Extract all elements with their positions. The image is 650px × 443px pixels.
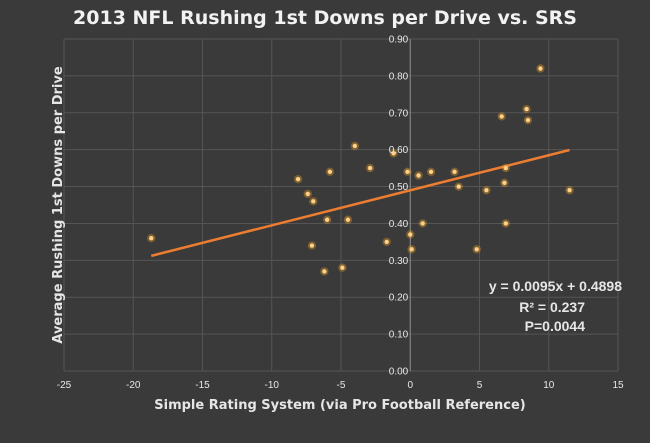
scatter-point xyxy=(407,245,416,254)
scatter-point-core xyxy=(324,217,330,222)
scatter-point-core xyxy=(409,247,414,252)
scatter-point-core xyxy=(538,66,543,71)
scatter-point xyxy=(406,230,415,239)
scatter-point xyxy=(303,189,312,199)
r-squared-label: R² = 0.237 xyxy=(519,299,585,315)
scatter-point-core xyxy=(327,169,333,174)
scatter-point xyxy=(418,219,427,228)
scatter-point xyxy=(482,186,491,195)
x-tick-label: -5 xyxy=(337,380,346,391)
scatter-point-core xyxy=(474,247,479,252)
scatter-point xyxy=(450,167,459,176)
scatter-point-core xyxy=(391,151,396,156)
scatter-point xyxy=(350,141,360,151)
scatter-point-core xyxy=(503,165,509,171)
gridlines xyxy=(63,38,619,372)
y-tick-label: 0.30 xyxy=(389,256,409,267)
scatter-point xyxy=(325,167,335,176)
scatter-point xyxy=(501,163,511,173)
scatter-point xyxy=(343,215,353,224)
scatter-point-core xyxy=(408,232,413,237)
y-tick-label: 0.50 xyxy=(389,182,409,193)
scatter-point-core xyxy=(503,221,509,226)
y-axis-title: Average Rushing 1st Downs per Drive xyxy=(51,66,66,343)
x-tick-label: 15 xyxy=(612,380,624,391)
scatter-point-core xyxy=(525,117,531,123)
scatter-point xyxy=(523,115,533,125)
trendline xyxy=(150,148,570,258)
scatter-point xyxy=(497,112,506,121)
scatter-point xyxy=(522,104,531,114)
scatter-point xyxy=(389,149,398,158)
scatter-point-core xyxy=(567,188,572,193)
y-tick-label: 0.00 xyxy=(389,367,409,378)
scatter-point-core xyxy=(309,243,315,248)
x-tick-label: 5 xyxy=(477,380,483,391)
x-tick-label: 10 xyxy=(543,380,555,391)
x-tick-label: -10 xyxy=(265,380,280,391)
scatter-point-core xyxy=(149,236,154,241)
scatter-point xyxy=(536,64,545,73)
y-tick-label: 0.80 xyxy=(389,71,409,82)
y-tick-labels: 0.00 0.10 0.20 0.30 0.40 0.50 0.60 0.70 0.80 0.90 xyxy=(389,35,409,378)
y-tick-label: 0.70 xyxy=(389,108,409,119)
scatter-point-core xyxy=(428,169,434,174)
chart-title: 2013 NFL Rushing 1st Downs per Drive vs.… xyxy=(73,7,577,29)
scatter-point-core xyxy=(322,269,327,274)
scatter-point xyxy=(403,167,412,176)
scatter-point xyxy=(365,163,375,173)
y-tick-label: 0.20 xyxy=(389,293,409,304)
x-axis-title: Simple Rating System (via Pro Football R… xyxy=(154,398,525,413)
scatter-point xyxy=(500,178,509,188)
trendline-group xyxy=(150,148,570,258)
scatter-point-core xyxy=(405,169,410,174)
x-tick-label: 0 xyxy=(407,380,413,391)
x-tick-labels: -25 -20 -15 -10 -5 0 5 10 15 xyxy=(57,380,624,391)
data-points xyxy=(147,64,574,276)
x-tick-label: -25 xyxy=(57,380,72,391)
scatter-point-core xyxy=(340,265,345,270)
scatter-point xyxy=(414,171,423,180)
scatter-point-core xyxy=(452,169,457,174)
scatter-point-core xyxy=(420,221,425,226)
scatter-point-core xyxy=(384,239,389,245)
scatter-point xyxy=(501,219,511,228)
scatter-point xyxy=(472,245,481,254)
y-tick-label: 0.60 xyxy=(389,145,409,156)
scatter-point xyxy=(382,237,391,247)
scatter-point-core xyxy=(295,176,301,182)
x-tick-label: -15 xyxy=(195,380,210,391)
scatter-point-core xyxy=(416,173,421,178)
scatter-point-core xyxy=(305,191,310,197)
trendline-equation: y = 0.0095x + 0.4898 xyxy=(489,278,622,294)
scatter-point xyxy=(320,267,329,276)
scatter-point-core xyxy=(456,184,461,189)
scatter-point xyxy=(426,167,436,176)
scatter-point-core xyxy=(345,217,351,222)
scatter-point-core xyxy=(502,180,507,186)
y-tick-label: 0.40 xyxy=(389,219,409,230)
y-tick-label: 0.90 xyxy=(389,35,409,46)
scatter-point-core xyxy=(367,165,373,171)
scatter-point xyxy=(309,197,318,206)
p-value-label: P=0.0044 xyxy=(525,318,586,334)
scatter-point xyxy=(338,263,347,272)
x-tick-label: -20 xyxy=(126,380,141,391)
scatter-point xyxy=(147,234,156,243)
scatter-point-core xyxy=(484,188,489,193)
scatter-point xyxy=(293,174,303,184)
scatter-point-core xyxy=(352,143,358,149)
scatter-point xyxy=(454,182,463,191)
scatter-point-core xyxy=(499,114,504,119)
scatter-point xyxy=(322,215,332,224)
scatter-point xyxy=(565,186,574,195)
scatter-point xyxy=(307,241,317,250)
y-tick-label: 0.10 xyxy=(389,330,409,341)
scatter-point-core xyxy=(311,199,316,204)
scatter-point-core xyxy=(524,106,529,112)
